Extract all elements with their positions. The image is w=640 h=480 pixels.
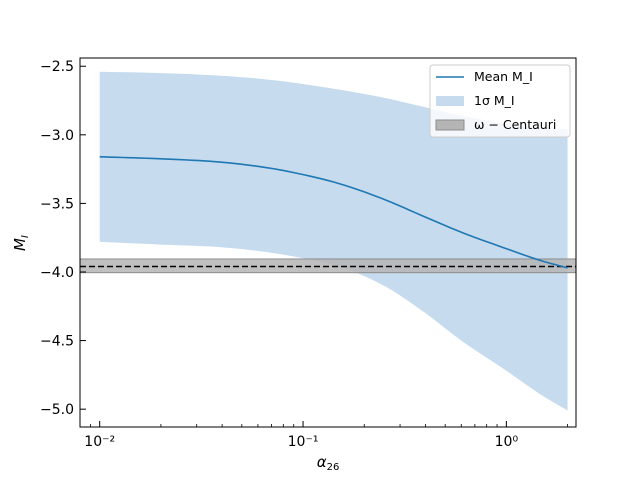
y-tick-label: −5.0 xyxy=(40,402,74,418)
x-tick-label: 10⁻¹ xyxy=(288,434,319,450)
y-tick-label: −3.0 xyxy=(40,128,74,144)
y-tick-label: −4.5 xyxy=(40,334,74,350)
legend: Mean M_I 1σ M_I ω − Centauri xyxy=(429,64,571,138)
x-ticks: 10⁻² 10⁻¹ 10⁰ xyxy=(84,421,568,450)
plot-frame xyxy=(79,57,577,428)
legend-label-sigma: 1σ M_I xyxy=(474,93,515,108)
mean-line xyxy=(99,155,568,269)
x-axis-label: α26 xyxy=(317,453,340,473)
y-tick-label: −3.5 xyxy=(40,196,74,212)
y-tick-label: −4.0 xyxy=(40,265,74,281)
legend-label-omega: ω − Centauri xyxy=(474,117,556,132)
legend-swatch-omega xyxy=(435,119,465,131)
y-axis-label: MI xyxy=(11,235,31,251)
sigma-band xyxy=(99,71,568,411)
x-tick-label: 10⁰ xyxy=(495,434,519,450)
legend-box xyxy=(429,64,571,138)
y-tick-label: −2.5 xyxy=(40,59,74,75)
legend-swatch-sigma xyxy=(436,96,464,106)
legend-label-mean: Mean M_I xyxy=(474,69,533,84)
lines-layer xyxy=(80,155,576,269)
x-tick-label: 10⁻² xyxy=(84,434,115,450)
y-ticks: −2.5 −3.0 −3.5 −4.0 −4.5 −5.0 xyxy=(40,59,86,418)
